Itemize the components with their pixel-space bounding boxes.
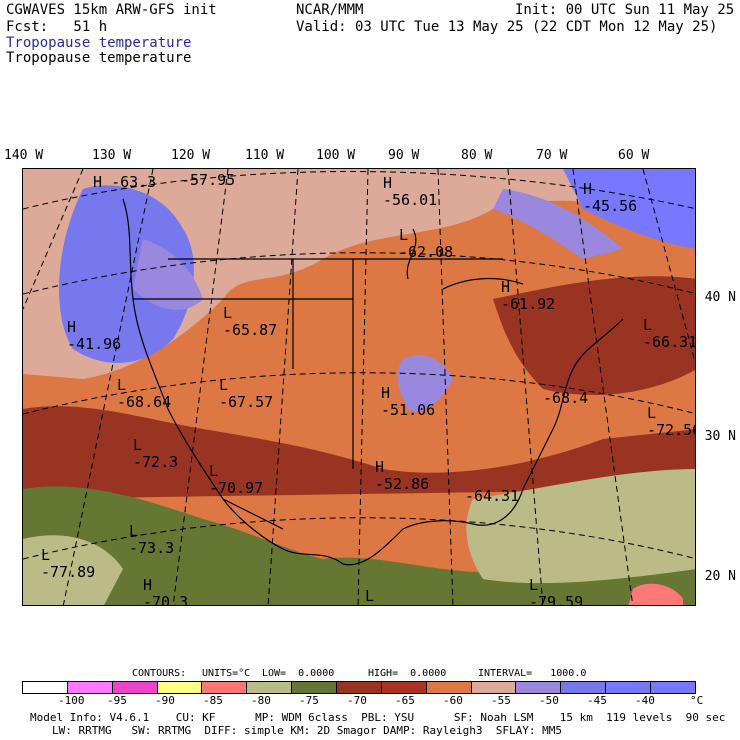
map-label: -64.31 <box>465 487 520 505</box>
map-label: -68.4 <box>543 389 589 407</box>
colorbar-segment <box>606 682 652 693</box>
map-label: H -61.92 <box>501 278 556 313</box>
band-lavender-west <box>133 239 203 310</box>
colorbar-tick: -100 <box>58 694 85 707</box>
colorbar-tick: -75 <box>299 694 319 707</box>
high-label: HIGH= 0.0000 <box>368 668 447 679</box>
map-label: H -51.06 <box>381 384 436 419</box>
longitude-label: 70 W <box>536 148 568 163</box>
temperature-map: H -63.3 -57.95 H -56.01 H -45.56 L -62.08 H… <box>22 168 696 606</box>
map-label: L -72.3 <box>133 436 179 471</box>
colorbar-tick: -40 <box>635 694 655 707</box>
colorbar-tick: -45 <box>587 694 607 707</box>
map-label: L -73.3 <box>129 522 175 557</box>
band-salmon <box>628 583 683 605</box>
colorbar-tick: -85 <box>203 694 223 707</box>
longitude-label: 110 W <box>245 148 285 163</box>
colorbar-segment <box>247 682 293 693</box>
colorbar-tick: -65 <box>395 694 415 707</box>
map-label: H -52.86 <box>375 458 430 493</box>
band-lavender-center <box>397 355 453 412</box>
model-info: Model Info: V4.6.1 CU: KF MP: WDM 6class… <box>30 711 726 724</box>
band-maroon-east <box>493 276 695 395</box>
map-label: L -67.57 <box>219 376 274 411</box>
colorbar-segment <box>381 682 427 693</box>
init-time: Init: 00 UTC Sun 11 May 25 <box>515 2 735 18</box>
map-label: H -70.3 <box>143 576 189 606</box>
longitude-label: 120 W <box>171 148 211 163</box>
graticule <box>23 169 695 605</box>
colorbar-segment <box>651 682 695 693</box>
organization-label: NCAR/MMM <box>296 2 364 18</box>
colorbar-tick: -50 <box>539 694 559 707</box>
band-purple-west <box>59 185 194 363</box>
colorbar-unit: °C <box>690 694 704 707</box>
colorbar-segment <box>561 682 607 693</box>
colorbar-tick: -60 <box>443 694 463 707</box>
colorbar-segment <box>426 682 472 693</box>
band-purple-east <box>563 169 695 249</box>
field-title: Tropopause temperature <box>6 35 192 51</box>
map-label: L <box>365 587 375 605</box>
map-label: L -70.97 <box>209 462 264 497</box>
colorbar-segment <box>292 682 338 693</box>
map-label: H -63.3 <box>93 173 157 191</box>
map-label: L -68.64 <box>117 376 172 411</box>
colorbar-segment <box>67 682 113 693</box>
map-canvas <box>23 169 695 605</box>
model-title: CGWAVES 15km ARW-GFS init <box>6 2 217 18</box>
map-label: L -79.59 <box>529 576 584 606</box>
longitude-label: 80 W <box>461 148 493 163</box>
colorbar-tick: -95 <box>107 694 127 707</box>
colorbar-segment <box>23 682 68 693</box>
map-label: -57.95 <box>181 171 236 189</box>
map-label: L -66.31 <box>643 316 696 351</box>
longitude-label: 90 W <box>388 148 420 163</box>
map-label: L -65.87 <box>223 304 278 339</box>
latitude-label: 40 N <box>704 290 736 305</box>
latitude-label: 30 N <box>704 429 736 444</box>
forecast-hour: Fcst: 51 h <box>6 19 108 35</box>
colorbar-segment <box>516 682 562 693</box>
band-tan-east <box>466 469 695 584</box>
colorbar-tick: -90 <box>155 694 175 707</box>
longitude-label: 130 W <box>92 148 132 163</box>
borders <box>122 198 624 566</box>
contours-label: CONTOURS: <box>132 668 187 679</box>
colorbar-segment <box>202 682 248 693</box>
longitude-label: 140 W <box>4 148 44 163</box>
interval-label: INTERVAL= 1000.0 <box>478 668 587 679</box>
units-label: UNITS=°C <box>202 668 251 679</box>
colorbar-tick: -55 <box>491 694 511 707</box>
band-lavender-east <box>493 189 623 259</box>
map-label: H -45.56 <box>583 180 638 215</box>
colorbar-tick: -80 <box>251 694 271 707</box>
map-label: H -56.01 <box>383 174 438 209</box>
colorbar-tick: -70 <box>347 694 367 707</box>
band-maroon <box>23 406 695 499</box>
valid-time: Valid: 03 UTC Tue 13 May 25 (22 CDT Mon … <box>296 19 718 35</box>
colorbar-segment <box>112 682 158 693</box>
map-label: L -62.08 <box>399 226 454 261</box>
map-label: L -72.56 <box>647 404 696 439</box>
colorbar-segment <box>337 682 382 693</box>
map-label: L -77.89 <box>41 546 96 581</box>
latitude-label: 20 N <box>704 569 736 584</box>
colorbar-segment <box>157 682 203 693</box>
map-label: H -41.96 <box>67 318 122 353</box>
colorbar <box>22 681 696 694</box>
field-title-secondary: Tropopause temperature <box>6 50 192 66</box>
longitude-label: 60 W <box>618 148 650 163</box>
colorbar-segment <box>471 682 517 693</box>
band-pink <box>23 169 695 379</box>
longitude-label: 100 W <box>316 148 356 163</box>
low-label: LOW= 0.0000 <box>262 668 335 679</box>
physics-info: LW: RRTMG SW: RRTMG DIFF: simple KM: 2D … <box>52 724 562 737</box>
